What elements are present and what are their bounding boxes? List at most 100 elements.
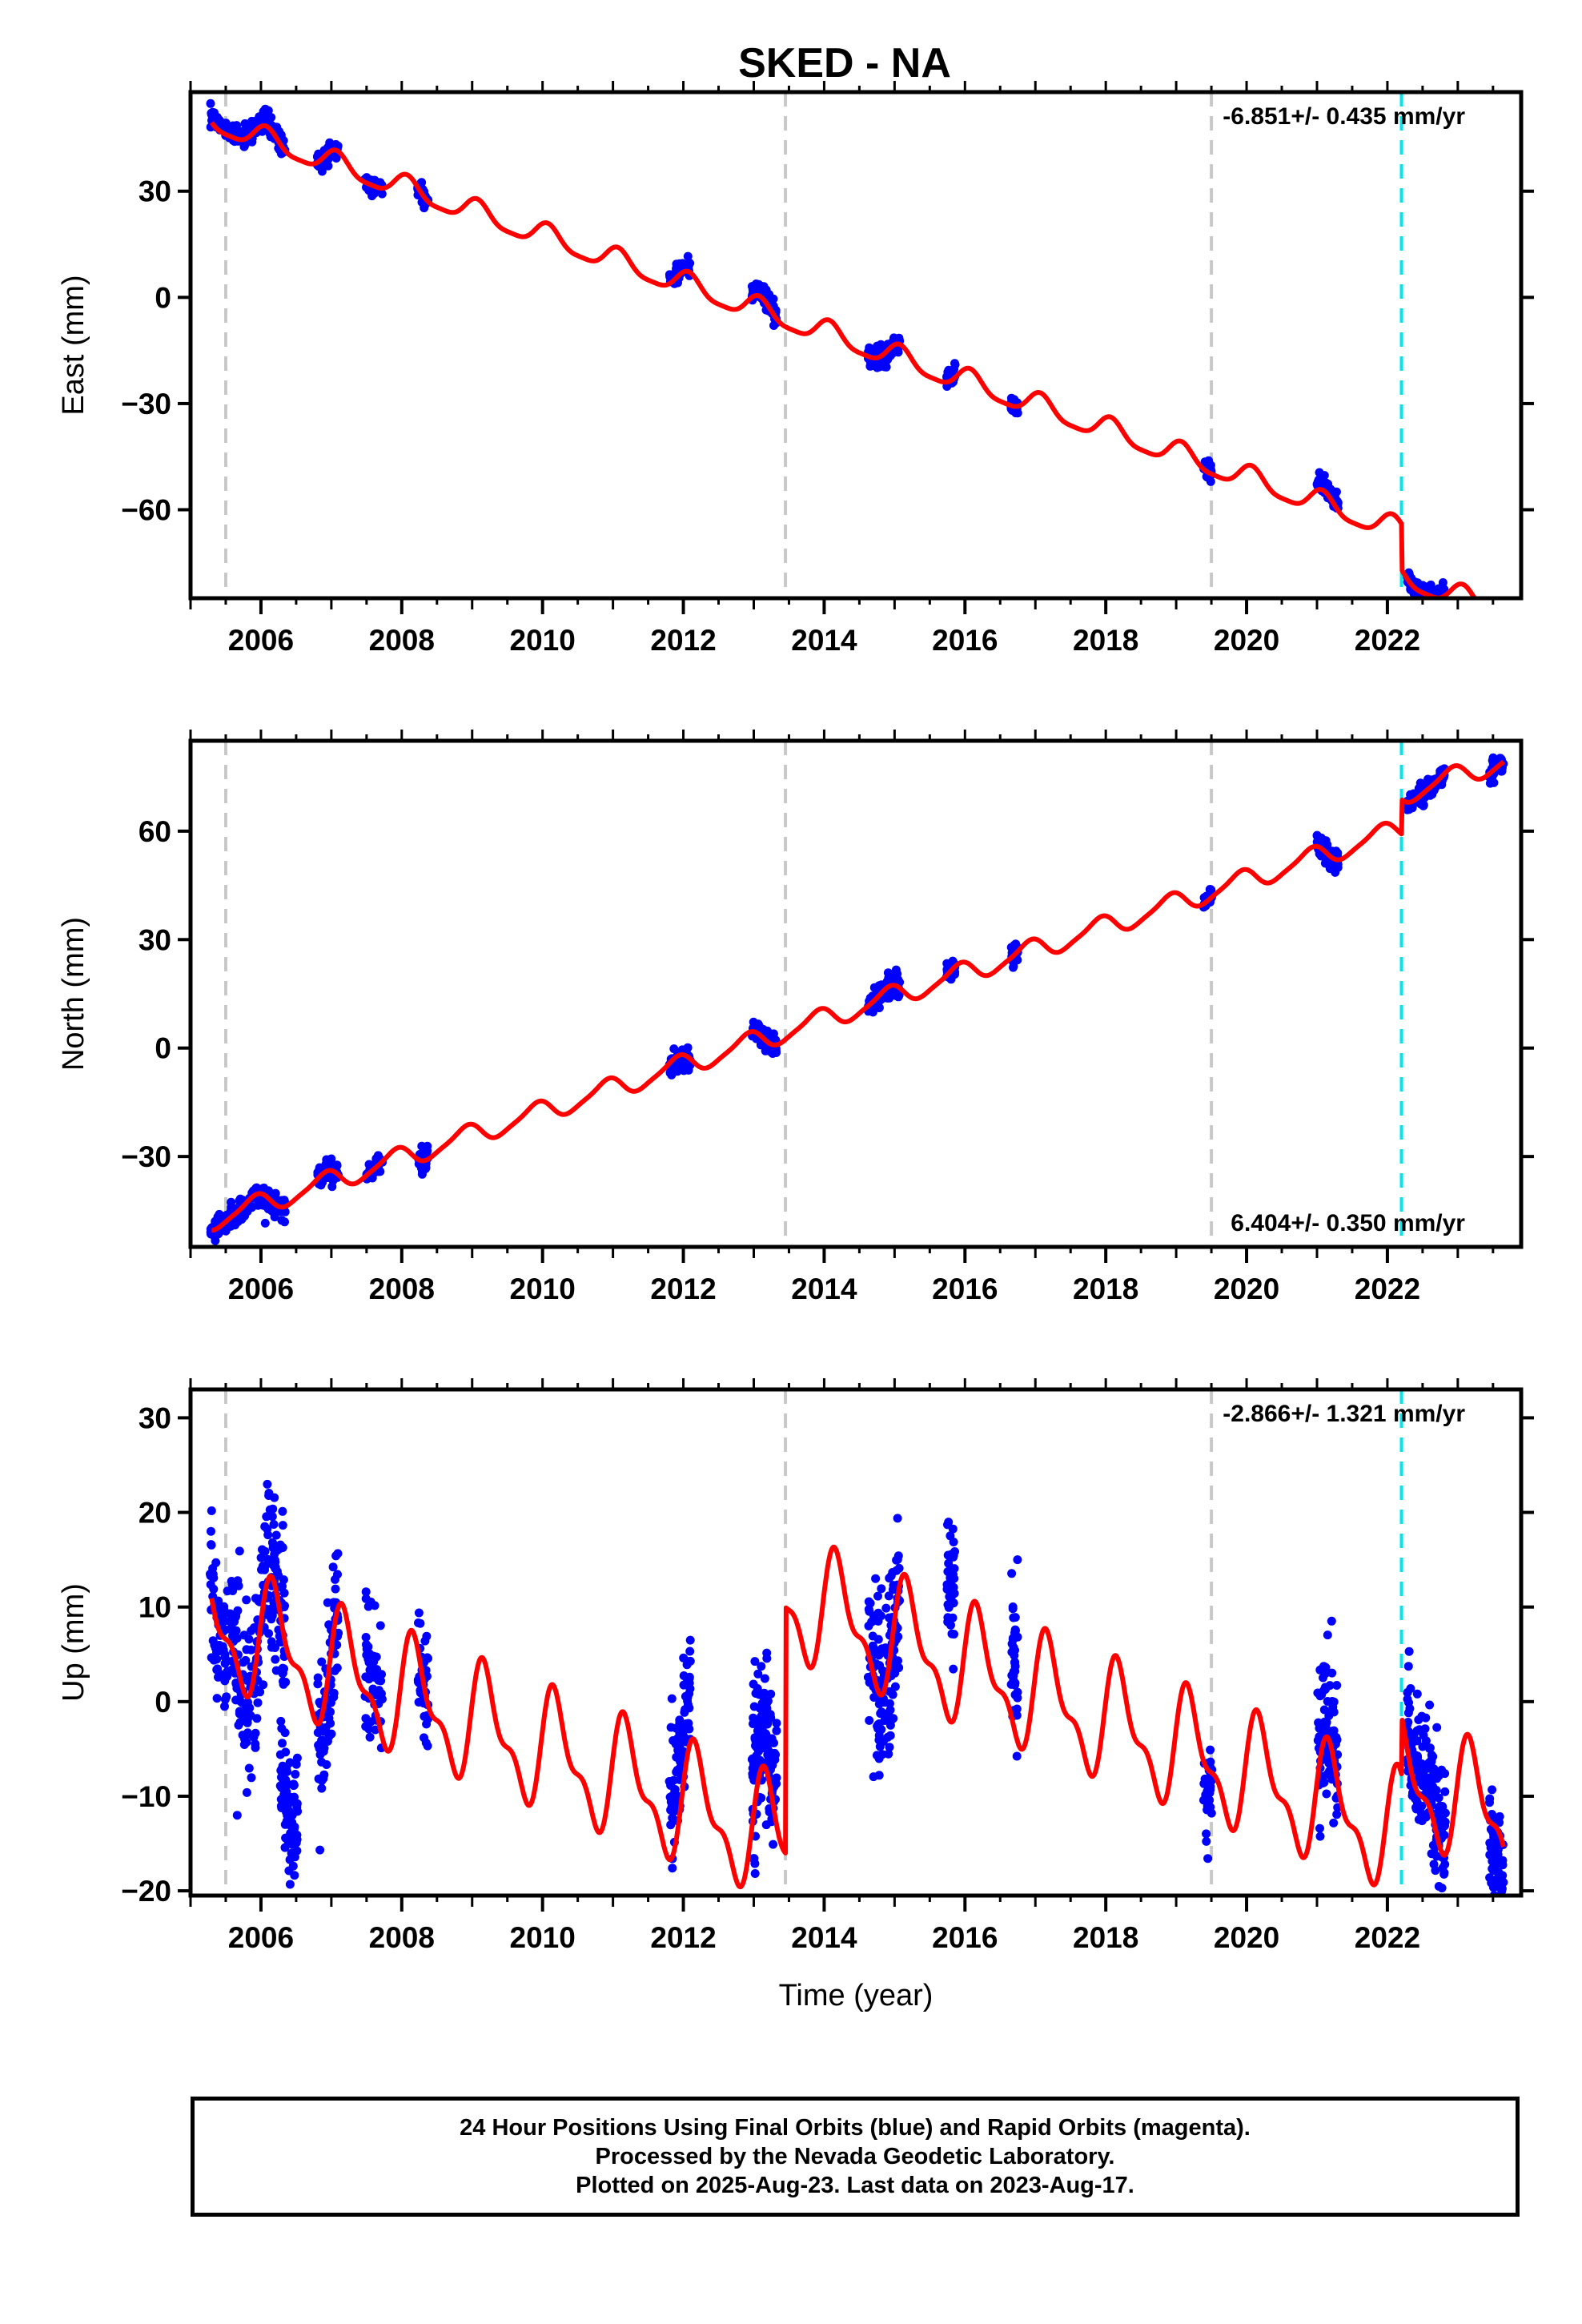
data-point bbox=[760, 1674, 769, 1683]
data-point bbox=[890, 1664, 900, 1674]
panel-up: 2006 2008 2010 2012 2014 2016 2018 2020 20223020… bbox=[57, 1378, 1534, 2012]
data-point bbox=[280, 1819, 290, 1829]
data-point bbox=[333, 1549, 343, 1558]
x-tick-label: 2016 bbox=[932, 1273, 998, 1305]
y-tick-label: 20 bbox=[139, 1497, 171, 1530]
data-point bbox=[279, 1588, 289, 1598]
data-point bbox=[208, 1570, 218, 1579]
data-point bbox=[253, 1698, 263, 1707]
y-tick-label: 0 bbox=[155, 281, 171, 314]
data-point bbox=[676, 1757, 685, 1767]
data-point bbox=[1327, 1697, 1337, 1706]
y-tick-label: 30 bbox=[139, 1401, 171, 1434]
data-point bbox=[244, 1634, 254, 1644]
data-point bbox=[1427, 1751, 1436, 1760]
data-point bbox=[948, 1585, 958, 1594]
data-point bbox=[1496, 613, 1505, 622]
data-point bbox=[864, 1597, 873, 1606]
data-point bbox=[277, 1723, 287, 1733]
data-point bbox=[1316, 833, 1326, 842]
data-point bbox=[1499, 622, 1508, 631]
data-point bbox=[293, 1807, 303, 1816]
data-point bbox=[944, 1602, 954, 1611]
data-point bbox=[291, 1836, 301, 1845]
data-point bbox=[1320, 1683, 1330, 1692]
data-point bbox=[255, 115, 265, 125]
data-point bbox=[873, 341, 882, 351]
data-point bbox=[946, 1620, 955, 1630]
data-point bbox=[364, 1724, 374, 1734]
caption-line-1: 24 Hour Positions Using Final Orbits (bl… bbox=[460, 2115, 1251, 2141]
model-curve bbox=[209, 121, 1478, 598]
data-point bbox=[1498, 1856, 1508, 1865]
data-point bbox=[235, 1707, 244, 1716]
data-point bbox=[1486, 606, 1495, 615]
data-point bbox=[772, 1719, 781, 1728]
data-point bbox=[1491, 611, 1500, 620]
data-point bbox=[1494, 1868, 1504, 1877]
data-point bbox=[872, 1751, 881, 1760]
data-point bbox=[1436, 604, 1445, 613]
data-point bbox=[1431, 601, 1440, 609]
x-tick-label: 2022 bbox=[1355, 1921, 1420, 1954]
data-point bbox=[1499, 618, 1508, 627]
data-point bbox=[1490, 610, 1499, 619]
x-tick-label: 2016 bbox=[932, 624, 998, 657]
data-point bbox=[247, 1773, 256, 1783]
data-point bbox=[678, 1062, 687, 1072]
x-tick-label: 2010 bbox=[510, 624, 576, 657]
data-point bbox=[679, 1653, 689, 1663]
rate-label: -6.851+/- 0.435 mm/yr bbox=[1223, 103, 1465, 130]
data-point bbox=[1403, 1662, 1413, 1671]
data-point bbox=[1499, 613, 1508, 621]
data-point bbox=[1489, 614, 1498, 623]
data-point bbox=[890, 1682, 900, 1691]
data-point bbox=[1493, 610, 1502, 619]
data-point bbox=[207, 1506, 216, 1515]
data-point bbox=[685, 1703, 694, 1713]
data-point bbox=[1425, 1700, 1435, 1710]
data-point bbox=[227, 1577, 236, 1586]
data-point bbox=[883, 1732, 893, 1742]
data-point bbox=[212, 113, 222, 122]
data-point bbox=[333, 1570, 342, 1579]
data-point bbox=[280, 1217, 289, 1227]
data-point bbox=[258, 1545, 267, 1554]
data-point bbox=[1496, 1916, 1504, 1924]
data-point bbox=[873, 1634, 883, 1644]
data-point bbox=[1494, 620, 1503, 629]
data-point bbox=[1497, 615, 1506, 624]
data-point bbox=[1493, 620, 1502, 629]
data-point bbox=[889, 333, 898, 343]
data-point bbox=[278, 1521, 287, 1530]
data-point bbox=[1499, 616, 1508, 625]
y-tick-label: 10 bbox=[139, 1591, 171, 1624]
data-point bbox=[1321, 1663, 1331, 1672]
data-point bbox=[246, 1711, 255, 1720]
data-point bbox=[272, 123, 282, 132]
data-point bbox=[891, 347, 901, 356]
data-point bbox=[259, 1680, 268, 1690]
data-point bbox=[869, 1645, 879, 1655]
data-point bbox=[1491, 615, 1500, 624]
panel-frame bbox=[188, 1387, 1524, 1898]
data-point bbox=[1496, 1917, 1505, 1926]
data-point bbox=[207, 1540, 216, 1550]
data-point bbox=[1434, 1793, 1443, 1803]
data-point bbox=[1490, 605, 1499, 613]
data-point bbox=[1431, 603, 1439, 612]
data-point bbox=[232, 1811, 242, 1820]
data-point bbox=[1315, 1823, 1324, 1833]
data-point bbox=[865, 1715, 874, 1725]
data-point bbox=[867, 1617, 877, 1626]
data-point bbox=[368, 1684, 378, 1694]
data-point bbox=[1489, 1853, 1499, 1863]
data-point bbox=[750, 1869, 760, 1878]
x-axis-label: Time (year) bbox=[779, 1979, 934, 2012]
x-tick-label: 2018 bbox=[1073, 1921, 1138, 1954]
data-point bbox=[1425, 790, 1435, 800]
data-point bbox=[675, 1728, 685, 1738]
data-point bbox=[1492, 610, 1500, 619]
data-point bbox=[1488, 609, 1496, 617]
data-point bbox=[1007, 1569, 1017, 1578]
